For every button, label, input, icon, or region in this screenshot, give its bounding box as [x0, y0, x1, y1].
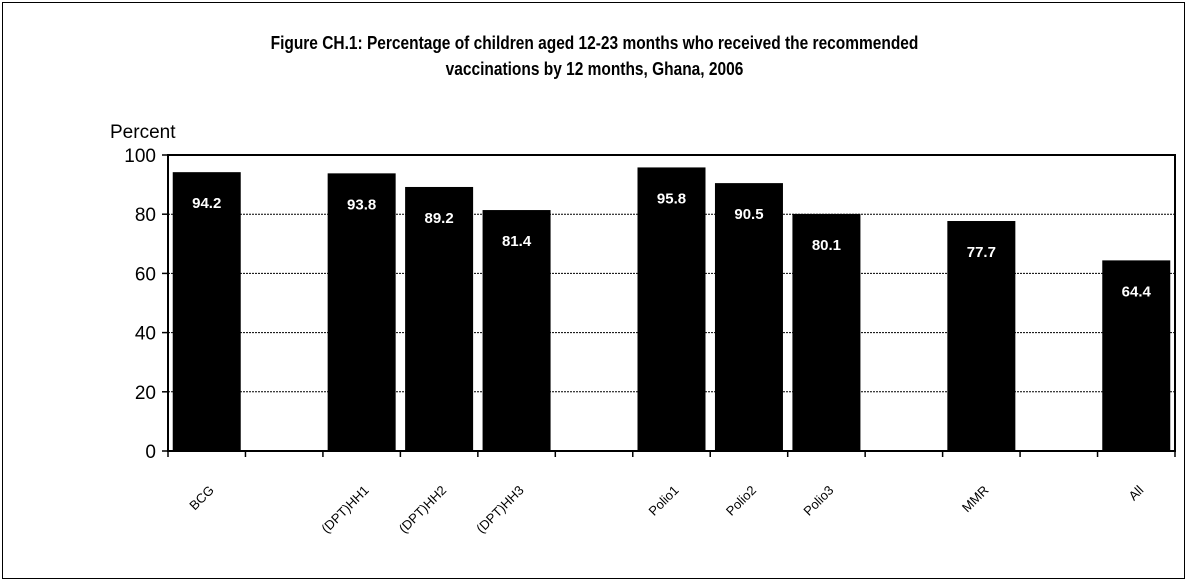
data-label: 77.7 [967, 244, 996, 261]
bar [947, 221, 1016, 451]
y-tick-label: 20 [135, 383, 156, 404]
y-axis-label: Percent [110, 122, 176, 143]
y-tick-label: 60 [135, 264, 156, 285]
data-label: 80.1 [812, 237, 841, 254]
x-tick-label: (DPT)HH3 [473, 483, 527, 537]
data-label: 94.2 [192, 195, 221, 212]
bar [172, 172, 241, 451]
x-tick-label: (DPT)HH2 [396, 483, 450, 537]
x-tick-label: BCG [186, 483, 217, 514]
chart-title-line-2: vaccinations by 12 months, Ghana, 2006 [445, 59, 744, 79]
bar [482, 210, 551, 451]
y-tick-label: 80 [135, 205, 156, 226]
x-tick-label: MMR [959, 483, 992, 516]
bar [1102, 260, 1171, 451]
bar [405, 186, 474, 451]
data-label: 95.8 [657, 190, 686, 207]
chart-title: Figure CH.1: Percentage of children aged… [83, 30, 1106, 82]
data-label: 81.4 [502, 233, 532, 250]
y-tick-label: 0 [145, 442, 156, 463]
data-label: 90.5 [734, 206, 763, 223]
x-tick-label: Polio1 [645, 483, 681, 519]
bar [714, 183, 783, 451]
bar [327, 173, 396, 452]
bar [637, 167, 706, 451]
x-tick-label: (DPT)HH1 [318, 483, 372, 537]
x-tick-label: All [1126, 482, 1147, 503]
data-label: 93.8 [347, 196, 376, 213]
chart-title-line-1: Figure CH.1: Percentage of children aged… [270, 33, 919, 53]
y-tick-label: 40 [135, 324, 156, 345]
x-tick-label: Polio3 [800, 483, 836, 519]
data-label: 89.2 [425, 210, 454, 227]
data-label: 64.4 [1122, 283, 1152, 300]
x-tick-label: Polio2 [723, 483, 759, 519]
bar [792, 213, 861, 451]
y-tick-label: 100 [124, 146, 156, 167]
